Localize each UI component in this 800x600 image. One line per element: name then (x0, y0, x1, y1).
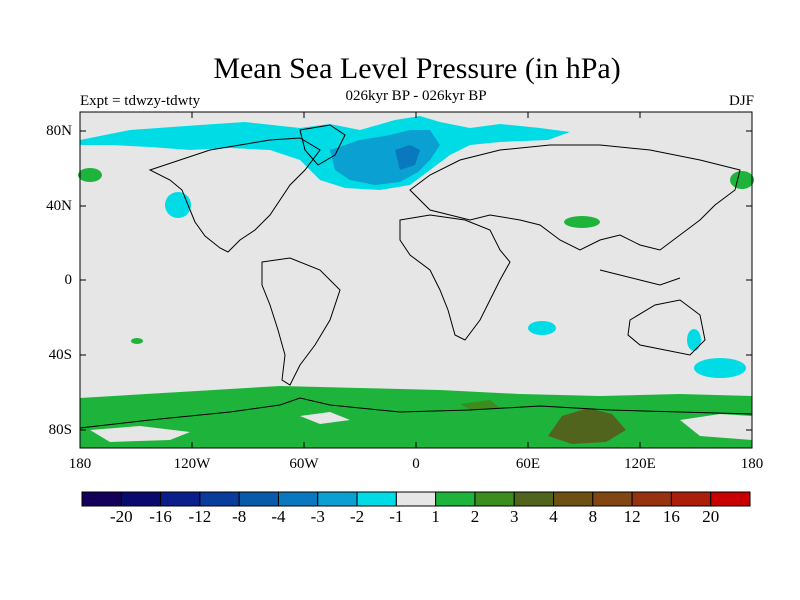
colorbar-label: -3 (310, 507, 325, 526)
positive-anomaly-region (131, 338, 143, 344)
coastline-australia (627, 299, 706, 356)
colorbar-swatch (670, 491, 712, 507)
colorbar-label: 20 (702, 507, 720, 526)
lat-tick-label: 40N (46, 198, 72, 214)
colorbar (81, 491, 751, 507)
colorbar-label: -8 (232, 507, 247, 526)
lon-tick-label: 120W (173, 456, 211, 472)
anomaly-fills (78, 116, 754, 448)
colorbar-swatch (435, 491, 476, 507)
lon-tick-label: 120E (624, 456, 656, 472)
coastlines (79, 124, 753, 429)
map-title: Mean Sea Level Pressure (in hPa) (213, 52, 621, 85)
colorbar-label: -1 (389, 507, 404, 526)
colorbar-swatch (238, 491, 279, 507)
experiment-label: Expt = tdwzy-tdwty (80, 93, 201, 109)
map-subtitle: 026kyr BP - 026kyr BP (345, 88, 487, 104)
colorbar-label: 1 (431, 507, 440, 526)
colorbar-swatch (277, 491, 319, 507)
lon-tick-label: 180 (740, 456, 764, 472)
positive-anomaly-region (564, 216, 600, 228)
colorbar-swatch (553, 491, 594, 507)
colorbar-swatch (81, 491, 122, 507)
colorbar-label: 4 (549, 507, 558, 526)
positive-anomaly-region (730, 171, 754, 189)
colorbar-swatch (160, 491, 201, 507)
lat-tick-label: 80S (48, 422, 72, 438)
lat-tick-label: 40S (48, 347, 72, 363)
negative-anomaly-region (694, 358, 746, 378)
colorbar-label: 8 (588, 507, 598, 526)
negative-anomaly-core (330, 130, 440, 185)
colorbar-swatch (592, 491, 633, 507)
colorbar-swatch (631, 491, 672, 507)
coastline-indonesia (599, 269, 681, 286)
tick-marks (80, 112, 752, 448)
colorbar-swatch (513, 491, 555, 507)
coastline-greenland (299, 124, 346, 166)
lon-tick-label: 0 (412, 456, 420, 472)
colorbar-swatch (120, 491, 162, 507)
positive-anomaly-region (78, 168, 102, 182)
colorbar-label: 12 (623, 507, 641, 526)
coastline-africa (399, 214, 511, 341)
coastline-north-america (148, 137, 321, 253)
positive-anomaly-region (300, 412, 350, 424)
negative-anomaly-region (528, 321, 556, 335)
negative-anomaly-region (687, 329, 701, 351)
colorbar-swatch (199, 491, 240, 507)
lon-tick-label: 180 (68, 456, 92, 472)
positive-anomaly-region (548, 408, 626, 444)
colorbar-label: 16 (662, 507, 680, 526)
coastline-eurasia (409, 144, 741, 251)
lon-tick-label: 60E (515, 456, 541, 472)
lat-tick-label: 0 (64, 272, 73, 288)
negative-anomaly-region (165, 192, 191, 218)
lat-tick-label: 80N (46, 123, 72, 139)
colorbar-swatch (395, 491, 437, 507)
season-label: DJF (728, 93, 754, 109)
colorbar-label: -16 (149, 507, 172, 526)
coastline-antarctica (79, 397, 753, 429)
positive-anomaly-region (90, 426, 190, 442)
colorbar-label: -20 (109, 507, 133, 526)
negative-anomaly-region (80, 116, 570, 190)
positive-anomaly-region (460, 400, 500, 410)
colorbar-swatch (317, 491, 358, 507)
colorbar-label: -4 (271, 507, 286, 526)
positive-anomaly-region (680, 414, 752, 440)
coastline-south-america (261, 257, 341, 386)
colorbar-swatch (474, 491, 515, 507)
colorbar-label: 2 (470, 507, 480, 526)
colorbar-swatch (356, 491, 397, 507)
colorbar-label: 3 (509, 507, 519, 526)
colorbar-swatch (710, 491, 751, 507)
negative-anomaly-core (395, 145, 420, 170)
lon-tick-label: 60W (289, 456, 319, 472)
colorbar-label: -2 (349, 507, 365, 526)
colorbar-label: -12 (188, 507, 212, 526)
